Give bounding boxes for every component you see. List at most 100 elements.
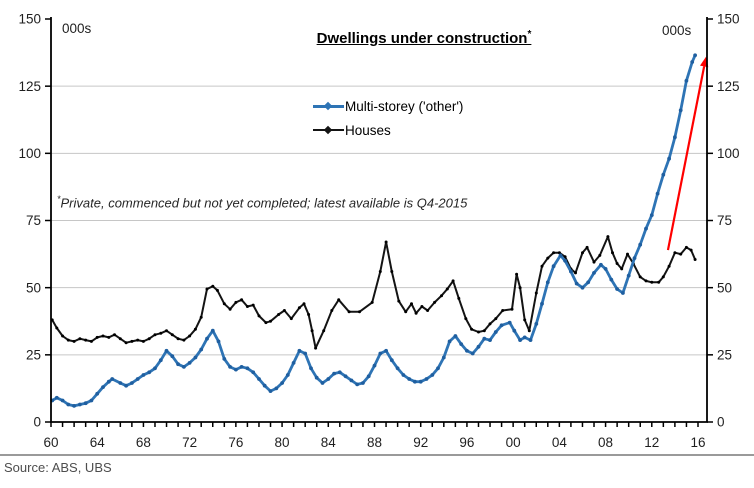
- x-axis-label: 16: [690, 435, 705, 450]
- houses-marker: [269, 319, 272, 323]
- multistorey-marker: [245, 366, 250, 371]
- multistorey-marker: [95, 391, 100, 396]
- x-axis-label: 08: [598, 435, 613, 450]
- multistorey-marker: [621, 291, 625, 295]
- x-axis-label: 12: [644, 435, 659, 450]
- multistorey-marker: [361, 381, 365, 385]
- divider-line: [0, 454, 754, 456]
- multistorey-marker: [540, 301, 544, 306]
- houses-marker: [282, 309, 286, 312]
- houses-marker: [574, 271, 577, 275]
- multistorey-marker: [199, 347, 204, 352]
- multistorey-marker: [558, 253, 563, 258]
- houses-marker: [515, 272, 519, 276]
- multistorey-marker: [118, 381, 123, 385]
- multistorey-marker: [78, 402, 82, 407]
- houses-marker: [199, 315, 203, 319]
- chart-title-footnote-marker: *: [527, 29, 532, 40]
- multistorey-marker: [678, 108, 683, 113]
- houses-marker: [337, 298, 341, 302]
- multistorey-marker: [626, 273, 631, 278]
- houses-marker: [95, 335, 99, 339]
- multistorey-marker: [690, 60, 695, 64]
- multistorey-marker: [309, 366, 313, 371]
- y-axis-label-left: 150: [18, 12, 41, 27]
- x-axis-label: 64: [90, 435, 106, 450]
- houses-marker: [124, 341, 128, 345]
- multistorey-marker: [441, 355, 446, 360]
- houses-marker: [147, 337, 151, 341]
- houses-marker: [534, 291, 538, 295]
- multistorey-marker: [418, 379, 423, 384]
- houses-marker: [650, 280, 654, 284]
- multistorey-marker: [239, 365, 244, 369]
- multistorey-marker: [187, 361, 192, 365]
- multistorey-marker: [124, 383, 128, 388]
- multistorey-marker: [170, 354, 175, 359]
- multistorey-marker: [228, 365, 233, 369]
- multistorey-marker: [632, 256, 637, 260]
- multistorey-marker: [684, 78, 689, 83]
- houses-marker: [211, 284, 215, 288]
- multistorey-marker: [337, 370, 342, 375]
- houses-marker: [581, 251, 584, 255]
- multistorey-marker: [563, 258, 567, 263]
- y-axis-label-right: 0: [717, 415, 725, 430]
- y-axis-label-right: 50: [717, 280, 732, 295]
- multistorey-marker: [655, 191, 660, 196]
- houses-marker: [347, 310, 351, 314]
- multistorey-marker: [72, 404, 76, 408]
- legend-label-multistorey: Multi-storey ('other'): [345, 98, 464, 114]
- multistorey-marker: [89, 398, 94, 403]
- multistorey-marker: [518, 338, 522, 342]
- chart-footnote: *Private, commenced but not yet complete…: [57, 194, 467, 210]
- footnote-marker: *: [57, 194, 61, 204]
- houses-marker: [170, 333, 174, 337]
- y-axis-label-left: 100: [18, 146, 41, 161]
- multistorey-marker: [551, 264, 556, 269]
- houses-marker: [518, 286, 522, 290]
- houses-marker: [585, 245, 589, 249]
- multistorey-marker: [257, 377, 261, 381]
- multistorey-marker: [574, 281, 579, 286]
- multistorey-marker: [110, 377, 115, 381]
- multistorey-marker: [378, 351, 383, 356]
- y-axis-label-right: 75: [717, 213, 732, 228]
- multistorey-marker: [205, 336, 209, 341]
- multistorey-marker: [101, 385, 105, 389]
- houses-marker: [445, 287, 449, 291]
- multistorey-marker: [447, 339, 452, 344]
- y-axis-label-left: 50: [26, 280, 41, 295]
- houses-marker: [638, 275, 642, 279]
- houses-marker: [606, 235, 610, 239]
- multistorey-marker: [667, 156, 671, 161]
- multistorey-marker: [673, 135, 677, 140]
- houses-marker: [322, 329, 326, 333]
- houses-marker: [66, 338, 70, 342]
- multistorey-marker: [262, 383, 267, 388]
- houses-marker: [689, 248, 693, 252]
- source-note: Source: ABS, UBS: [4, 460, 112, 475]
- houses-marker: [644, 279, 648, 283]
- houses-marker: [540, 264, 544, 268]
- houses-marker: [626, 252, 629, 256]
- houses-marker: [89, 339, 93, 343]
- houses-marker: [358, 310, 361, 314]
- multistorey-marker: [274, 386, 279, 391]
- chart-title-text: Dwellings under construction: [316, 30, 528, 47]
- multistorey-marker: [528, 338, 533, 342]
- houses-marker: [470, 327, 474, 331]
- y-axis-label-left: 25: [26, 348, 41, 363]
- x-axis-label: 00: [506, 435, 521, 450]
- houses-marker: [310, 329, 314, 333]
- houses-marker: [228, 307, 232, 311]
- chart-title: Dwellings under construction*: [317, 29, 532, 47]
- multistorey-marker: [401, 373, 406, 377]
- houses-marker: [433, 300, 437, 304]
- multistorey-marker: [693, 53, 697, 58]
- multistorey-marker: [280, 381, 284, 385]
- houses-marker: [611, 251, 614, 255]
- houses-marker: [188, 334, 192, 338]
- multistorey-marker: [234, 367, 238, 372]
